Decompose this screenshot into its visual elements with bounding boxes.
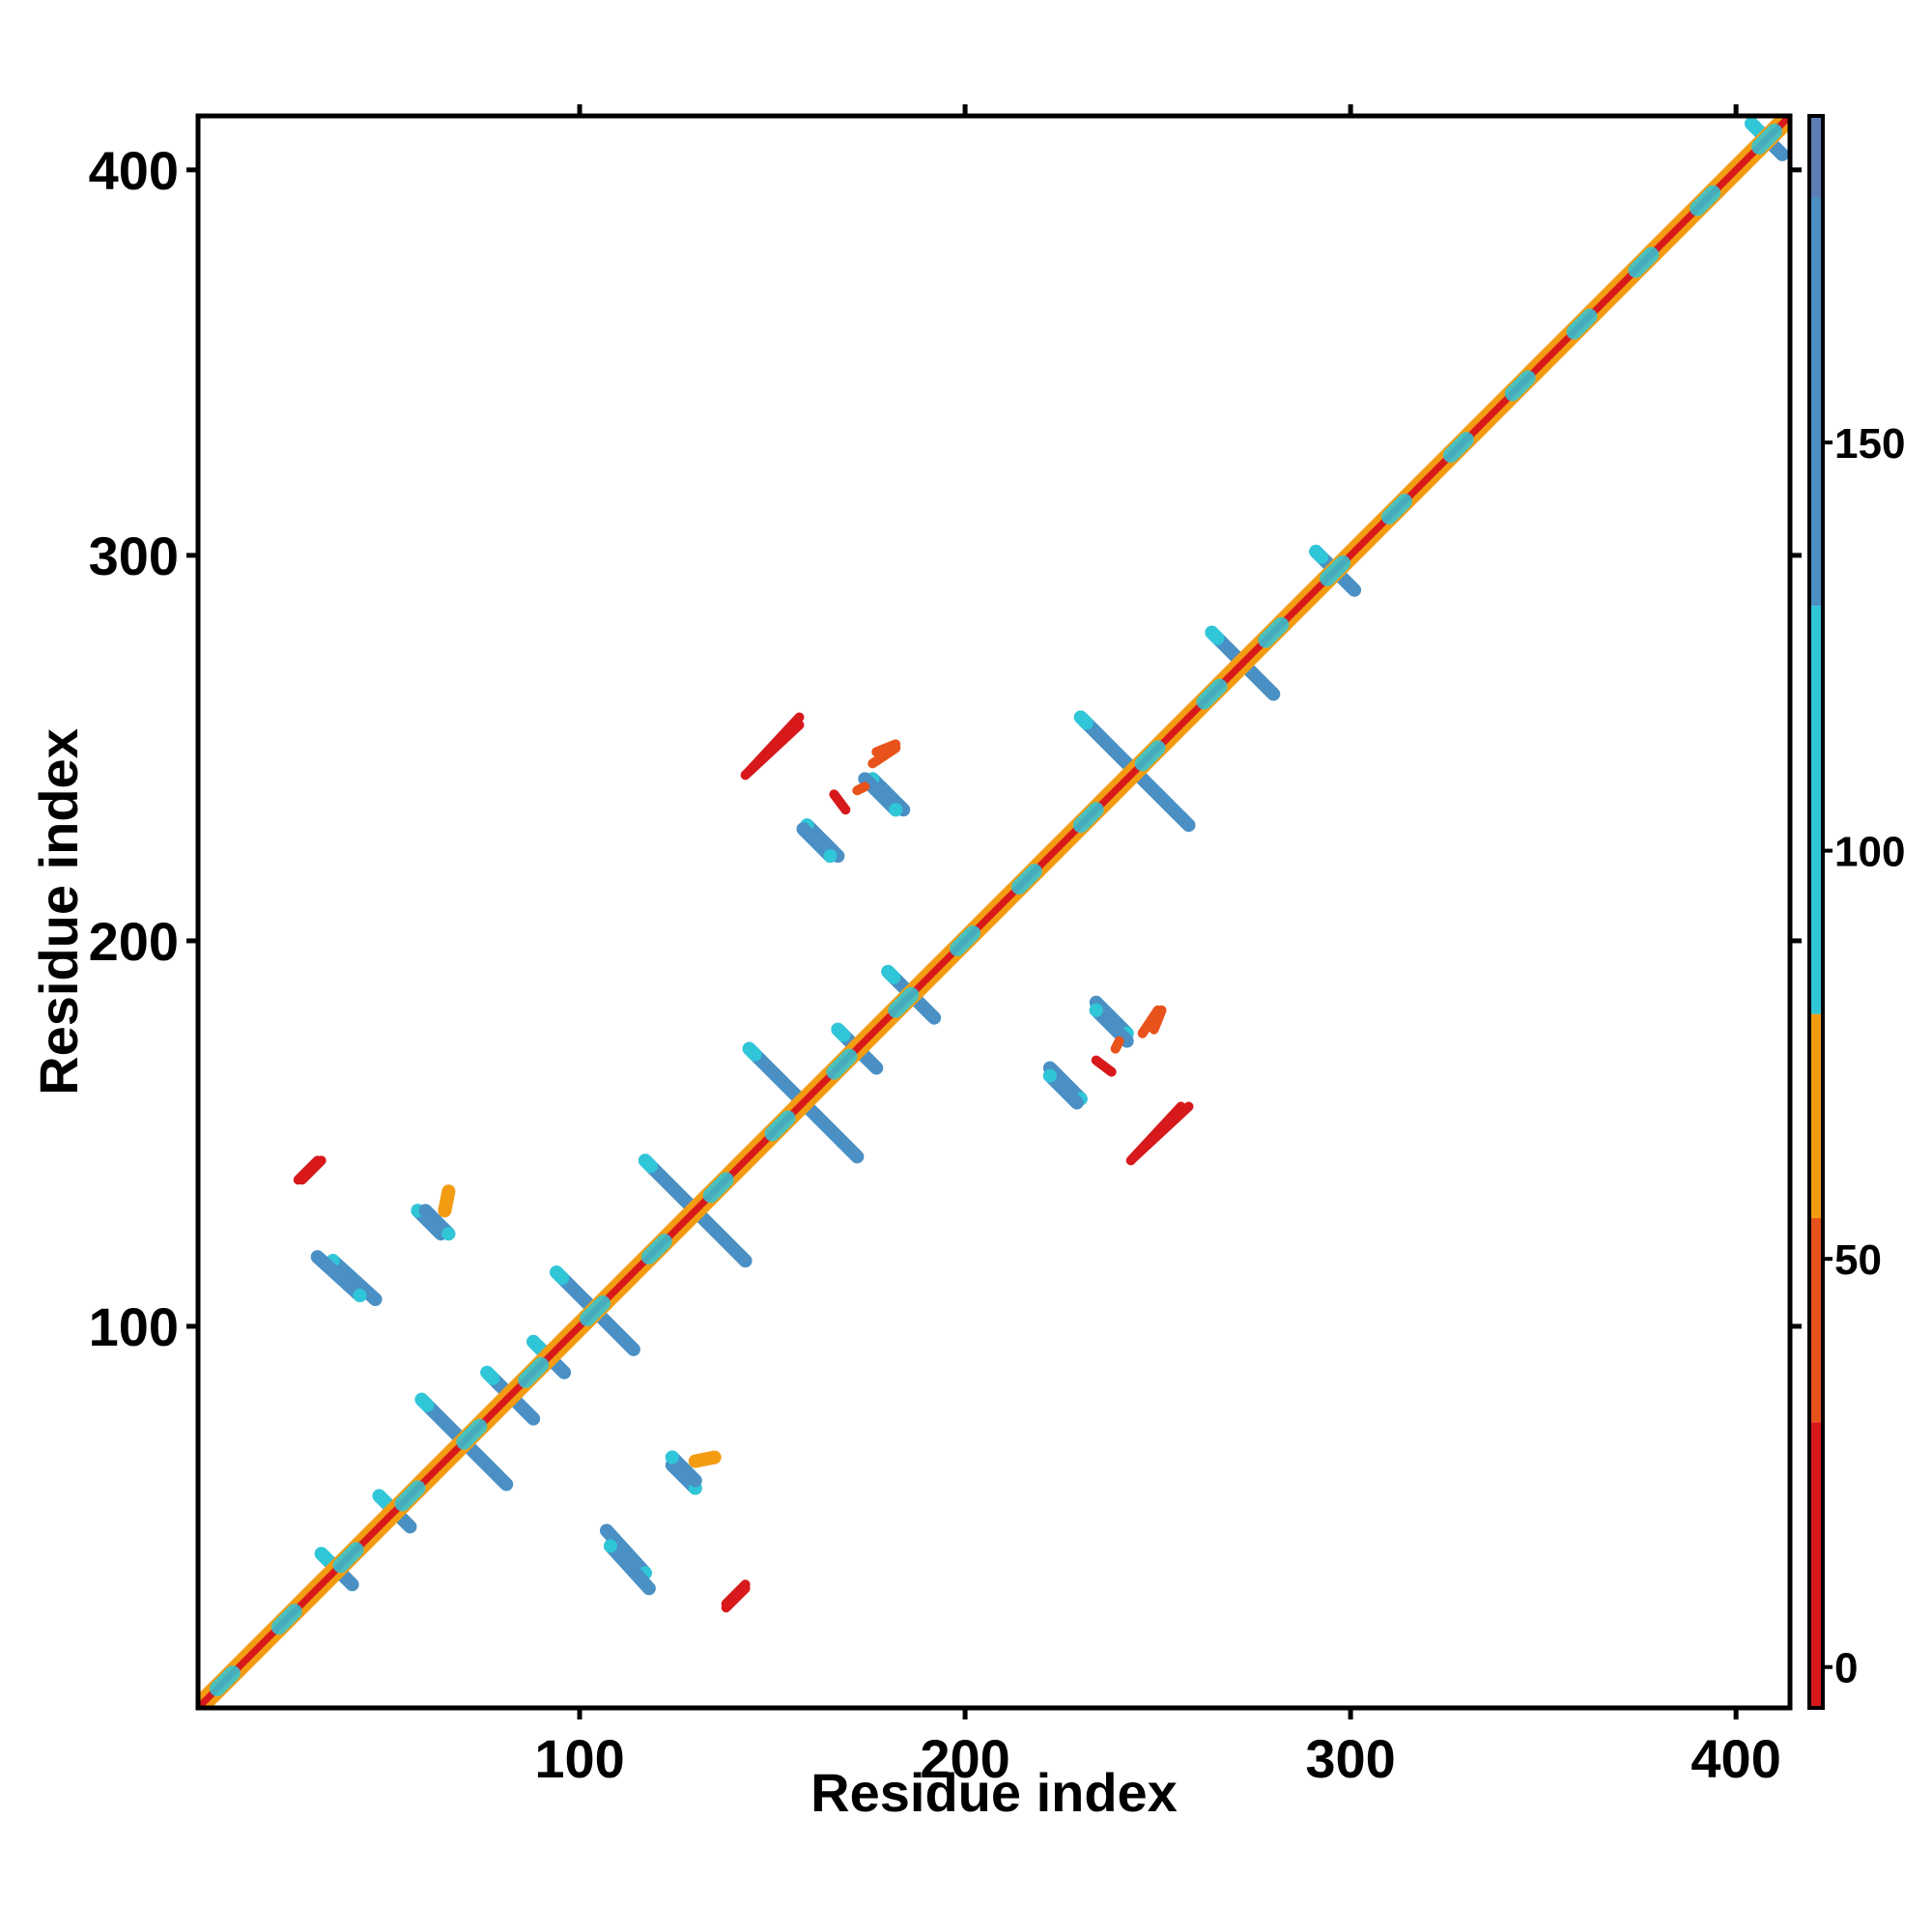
- diagonal-helix-mark: [580, 1295, 611, 1326]
- contact-cross-end-5: [550, 1265, 570, 1286]
- colorbar-tick-label-150: 150: [1834, 420, 1905, 468]
- y-tick-label-100: 100: [89, 1296, 179, 1357]
- contact-segment-17: [603, 1539, 656, 1596]
- diagonal-helix-mark: [1134, 740, 1166, 772]
- contact-cross-end-0: [314, 1547, 334, 1567]
- x-axis-title: Residue index: [810, 1762, 1178, 1823]
- plot-marks: [198, 116, 1790, 1708]
- contact-segment-27: [852, 781, 870, 796]
- diagonal-helix-mark: [1628, 246, 1660, 278]
- colorbar-band-3: [1809, 606, 1823, 1014]
- diagonal-helix-mark: [1258, 616, 1290, 648]
- contact-segment-tip-18: [665, 1450, 679, 1464]
- contact-segment-29: [1091, 1055, 1117, 1077]
- contact-segment-mirror-15: [599, 1523, 652, 1580]
- x-tick-label-300: 300: [1305, 1728, 1395, 1789]
- y-tick-label-300: 300: [89, 526, 179, 586]
- diagonal-helix-mark: [209, 1665, 241, 1697]
- contact-segment-15: [326, 1254, 383, 1307]
- contact-cross-end-12: [1309, 544, 1329, 564]
- diagonal-helix-mark: [1690, 185, 1721, 216]
- diagonal-helix-mark: [640, 1234, 672, 1265]
- diagonal-helix-mark: [394, 1480, 426, 1512]
- colorbar-tick-label-0: 0: [1834, 1645, 1858, 1692]
- contact-segment-tip-mirror-18: [441, 1227, 456, 1241]
- contact-cross-end-3: [480, 1365, 500, 1385]
- colorbar-band-2: [1809, 1013, 1823, 1218]
- diagonal-helix-mark: [1320, 554, 1351, 586]
- y-tick-label-400: 400: [89, 140, 179, 201]
- colorbar-frame: [1807, 114, 1825, 1710]
- contact-segment-tip-17: [603, 1539, 617, 1553]
- colorbar-band-4: [1809, 197, 1823, 607]
- contact-segment-24: [1089, 1003, 1134, 1048]
- contact-segment-28: [1137, 1005, 1163, 1038]
- diagonal-helix-mark: [270, 1604, 302, 1635]
- contact-cross-end-6: [638, 1153, 658, 1174]
- contact-segment-30: [688, 1450, 722, 1468]
- contact-cross-end-2: [414, 1392, 435, 1412]
- contact-segment-tip-23: [1042, 1068, 1057, 1083]
- contact-segment-25: [1129, 1101, 1194, 1162]
- diagonal-helix-mark: [764, 1110, 796, 1142]
- colorbar: 0 50 100 150: [1807, 114, 1905, 1710]
- colorbar-band-0: [1809, 1422, 1823, 1708]
- contact-segment-tip-mirror-17: [353, 1289, 367, 1303]
- diagonal-helix-mark: [332, 1542, 364, 1574]
- x-tick-label-400: 400: [1690, 1728, 1780, 1789]
- diagonal-helix-mark: [1072, 802, 1104, 834]
- contact-segment-tip-24: [1089, 1003, 1103, 1017]
- colorbar-band-1: [1809, 1217, 1823, 1423]
- diagonal-helix-mark: [1010, 864, 1042, 895]
- contact-cross-end-13: [1745, 116, 1765, 136]
- contact-segment-mirror-19: [293, 1155, 323, 1185]
- contact-cross-end-8: [831, 1022, 851, 1042]
- diagonal-helix-mark: [1566, 308, 1598, 340]
- contact-cross-end-7: [742, 1041, 762, 1062]
- contact-segment-19: [721, 1583, 751, 1613]
- diagonal-helix-mark: [1196, 678, 1228, 710]
- contact-segment-tip-mirror-23: [823, 849, 838, 864]
- y-axis-ticks: 100 200 300 400: [89, 140, 1802, 1357]
- contact-segment-mirror-24: [858, 772, 903, 817]
- contact-cross-end-11: [1205, 625, 1225, 645]
- x-tick-label-100: 100: [534, 1728, 624, 1789]
- colorbar-band-5: [1809, 116, 1823, 198]
- contact-segment-mirror-30: [438, 1184, 456, 1218]
- contact-cross-end-10: [1073, 710, 1094, 730]
- y-tick-label-200: 200: [89, 911, 179, 972]
- diagonal-helix-mark: [518, 1356, 550, 1388]
- diagonal-helix-mark: [456, 1418, 488, 1450]
- contact-segment-tip-mirror-24: [889, 803, 903, 817]
- diagonal-helix-mark: [888, 986, 920, 1018]
- y-axis-title: Residue index: [28, 728, 89, 1095]
- diagonal-helix-mark: [1381, 494, 1412, 525]
- x-tick-label-200: 200: [920, 1728, 1009, 1789]
- contact-segment-mirror-28: [867, 743, 901, 769]
- diagonal-helix-mark: [1504, 370, 1536, 402]
- colorbar-tick-label-50: 50: [1834, 1236, 1882, 1284]
- plot-frame: [195, 113, 1793, 1711]
- x-axis-ticks: 100 200 300 400: [534, 104, 1781, 1789]
- diagonal-core: [198, 116, 1790, 1708]
- diagonal-helix-mark: [826, 1048, 858, 1080]
- diagonal-helix-mark: [702, 1172, 734, 1204]
- contact-segment-mirror-25: [744, 712, 805, 777]
- diagonal-helix-mark: [1751, 123, 1783, 155]
- contact-cross-end-9: [881, 964, 901, 984]
- contact-segment-mirror-17: [310, 1250, 367, 1303]
- contact-segment-mirror-29: [829, 789, 851, 815]
- colorbar-tick-label-100: 100: [1834, 829, 1905, 876]
- contact-cross-end-1: [372, 1489, 392, 1509]
- diagonal-helix-mark: [950, 924, 981, 956]
- contact-cross-end-4: [526, 1334, 547, 1354]
- contact-segment-mirror-27: [1110, 1036, 1124, 1054]
- diagonal-helix-mark: [1442, 432, 1474, 464]
